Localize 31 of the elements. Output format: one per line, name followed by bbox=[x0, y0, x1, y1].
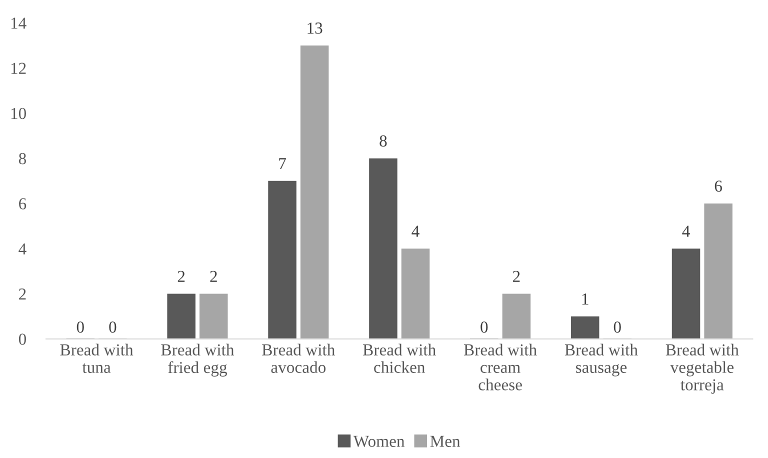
data-label: 2 bbox=[513, 270, 520, 282]
y-tick-label: 4 bbox=[18, 243, 26, 254]
data-label: 8 bbox=[380, 135, 387, 147]
x-tick-label: Bread with cream cheese bbox=[464, 344, 537, 390]
data-label: 0 bbox=[109, 322, 116, 333]
x-tick-label: Bread with tuna bbox=[60, 344, 134, 373]
data-label: 1 bbox=[582, 293, 588, 304]
data-label: 13 bbox=[308, 22, 322, 34]
x-tick-label: Bread with fried egg bbox=[161, 344, 234, 377]
data-label: 7 bbox=[279, 158, 286, 170]
data-label: 2 bbox=[178, 270, 185, 282]
legend-label: Men bbox=[430, 436, 460, 447]
x-tick-label: Bread with chicken bbox=[363, 344, 436, 373]
x-tick-label: Bread with avocado bbox=[262, 344, 335, 373]
data-label: 4 bbox=[412, 226, 420, 237]
legend-label: Women bbox=[353, 436, 405, 448]
y-tick-label: 12 bbox=[11, 62, 26, 74]
y-tick-label: 10 bbox=[11, 108, 26, 120]
y-tick-label: 0 bbox=[18, 334, 26, 345]
data-label: 0 bbox=[76, 322, 84, 333]
data-label: 6 bbox=[714, 180, 722, 192]
x-tick-label: Bread with sausage bbox=[564, 344, 638, 376]
y-tick-label: 2 bbox=[19, 288, 26, 300]
data-label: 4 bbox=[682, 226, 690, 237]
y-tick-label: 6 bbox=[19, 198, 26, 210]
data-label: 0 bbox=[614, 322, 621, 333]
y-tick-label: 14 bbox=[11, 18, 26, 29]
x-tick-label: Bread with vegetable torreja bbox=[666, 344, 739, 394]
y-tick-label: 8 bbox=[18, 153, 26, 164]
data-label: 0 bbox=[480, 322, 488, 333]
data-label: 2 bbox=[210, 270, 217, 282]
